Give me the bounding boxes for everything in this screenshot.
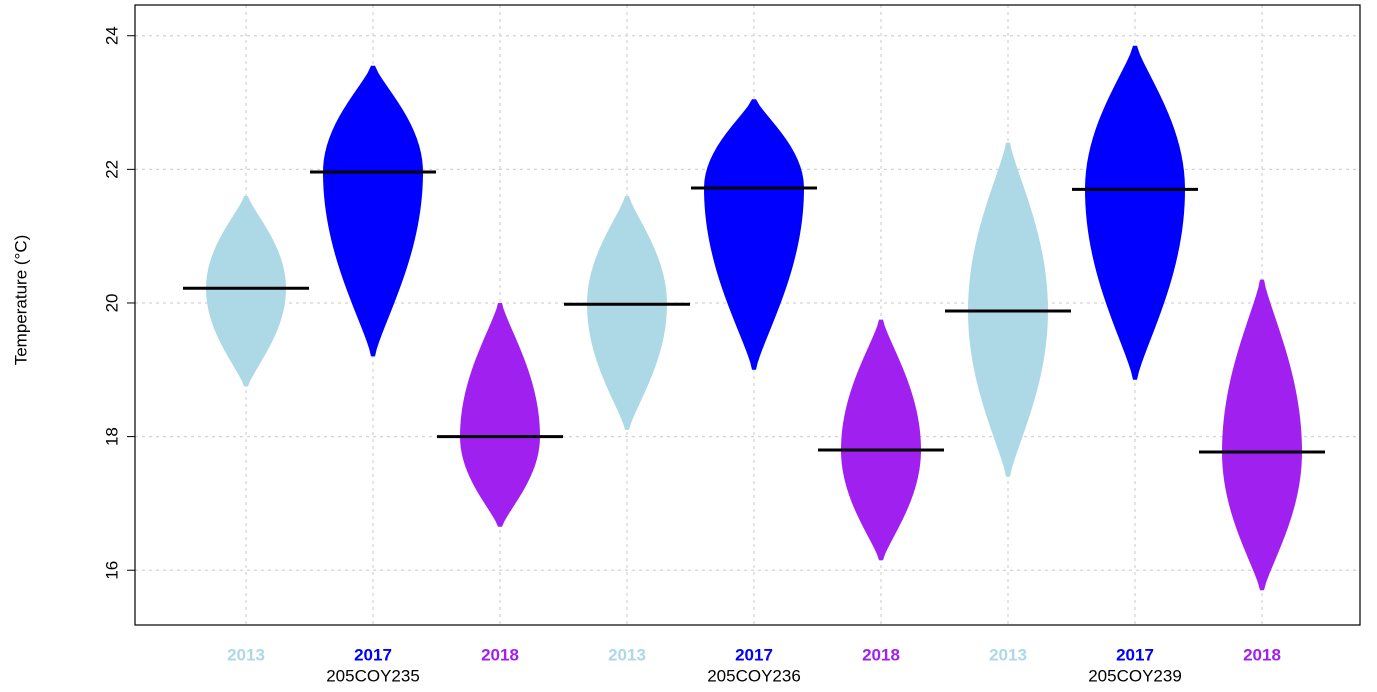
x-tick-label: 2013 [608, 645, 646, 664]
x-tick-label: 2018 [481, 645, 519, 664]
violin [1222, 279, 1302, 591]
violin [1085, 45, 1185, 380]
group-label: 205COY236 [707, 666, 801, 685]
group-label: 205COY235 [326, 666, 420, 685]
plot-frame [134, 4, 1361, 626]
x-tick-label: 2017 [735, 645, 773, 664]
y-tick-label: 16 [102, 561, 121, 580]
x-tick-label: 2018 [862, 645, 900, 664]
y-tick-label: 18 [102, 427, 121, 446]
violin [587, 196, 667, 430]
violin [841, 319, 921, 561]
y-tick-label: 24 [102, 26, 121, 45]
y-tick-label: 20 [102, 294, 121, 313]
y-tick-label: 22 [102, 160, 121, 179]
x-tick-label: 2013 [989, 645, 1027, 664]
x-tick-label: 2013 [227, 645, 265, 664]
violin [323, 65, 423, 357]
y-axis-label: Temperature (°C) [11, 235, 30, 366]
x-tick-label: 2018 [1243, 645, 1281, 664]
violin [206, 196, 286, 387]
group-label: 205COY239 [1088, 666, 1182, 685]
x-tick-label: 2017 [354, 645, 392, 664]
violin [460, 302, 540, 527]
x-tick-label: 2017 [1116, 645, 1154, 664]
violin [704, 99, 804, 370]
